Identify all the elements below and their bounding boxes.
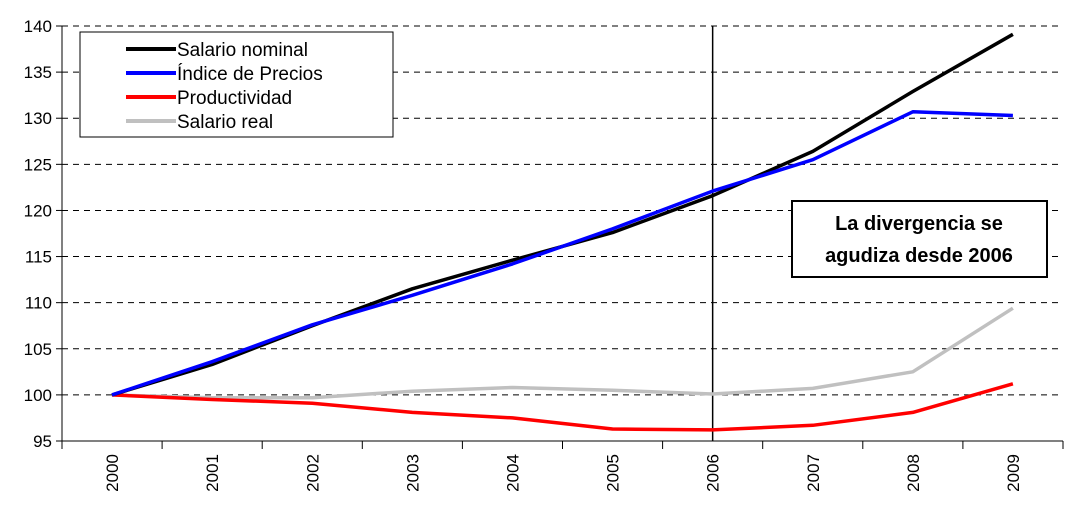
x-tick-label: 2004 — [503, 454, 522, 492]
y-tick-label: 135 — [24, 63, 52, 82]
x-tick-label: 2006 — [704, 454, 723, 492]
series-line-indice-de-precios — [111, 110, 1013, 397]
legend-label: Productividad — [177, 88, 292, 109]
x-tick-label: 2005 — [604, 454, 623, 492]
x-tick-label: 2009 — [1004, 454, 1023, 492]
annotation-line-1: La divergencia se — [835, 213, 1003, 235]
legend-label: Índice de Precios — [177, 64, 323, 85]
series-line-productividad — [111, 382, 1014, 432]
x-tick-label: 2007 — [804, 454, 823, 492]
series-line-salario-real — [111, 306, 1014, 400]
annotation-box — [791, 200, 1048, 278]
y-axis-ticks: 95 100 105 110 115 120 125 130 135 140 — [24, 17, 62, 451]
annotation-line-2: agudiza desde 2006 — [825, 245, 1013, 267]
y-tick-label: 110 — [25, 294, 52, 313]
y-tick-label: 125 — [24, 155, 52, 174]
series-lines — [111, 32, 1014, 432]
y-tick-label: 130 — [24, 109, 52, 128]
y-tick-label: 115 — [25, 248, 52, 267]
x-tick-label: 2000 — [103, 454, 122, 492]
y-tick-label: 95 — [33, 432, 52, 451]
legend: Salario nominal Índice de Precios Producti… — [79, 31, 394, 138]
y-tick-label: 120 — [24, 201, 52, 220]
legend-label: Salario nominal — [177, 40, 308, 61]
legend-label: Salario real — [177, 112, 273, 133]
axes — [61, 26, 1063, 442]
y-tick-label: 100 — [24, 386, 52, 405]
x-tick-label: 2003 — [403, 454, 422, 492]
annotation: La divergencia se agudiza desde 2006 — [791, 200, 1048, 278]
x-tick-label: 2008 — [904, 454, 923, 492]
y-tick-label: 105 — [24, 340, 52, 359]
x-tick-label: 2002 — [303, 454, 322, 492]
y-tick-label: 140 — [24, 17, 52, 36]
x-tick-label: 2001 — [203, 454, 222, 492]
x-axis-ticks: 2000 2001 2002 2003 2004 2005 2006 2007 2008 2009 — [61, 441, 1064, 492]
